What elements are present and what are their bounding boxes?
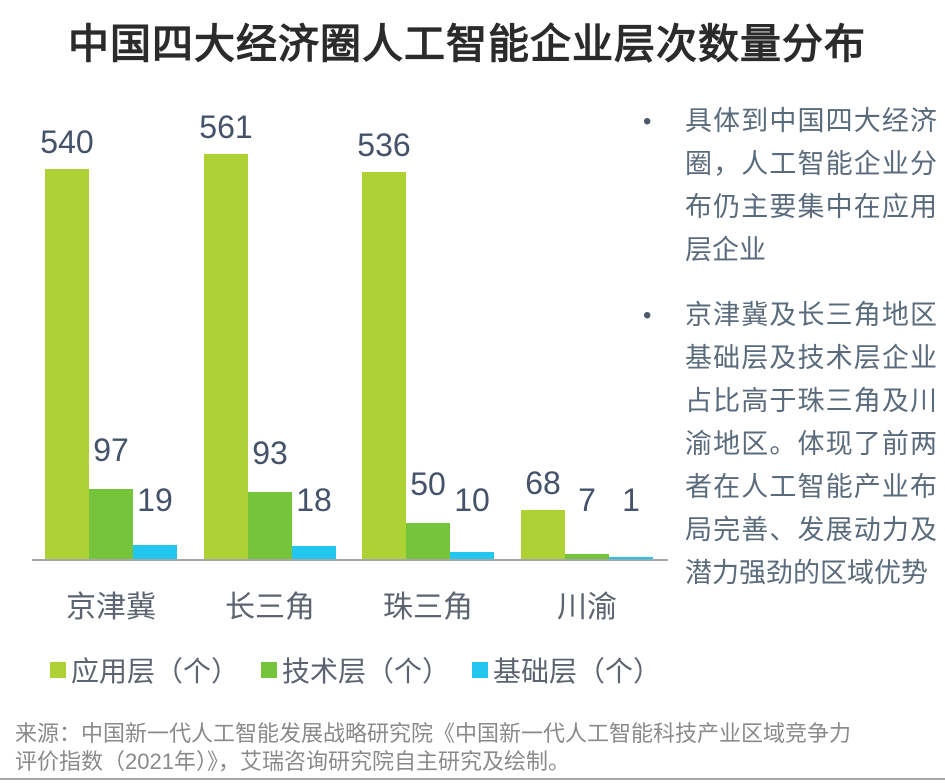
legend-item-application-layer: 应用层（个） — [50, 650, 239, 690]
bar-g0-s2 — [133, 545, 177, 559]
bar-value-label: 18 — [296, 482, 332, 518]
legend-item-technology-layer: 技术层（个） — [261, 650, 450, 690]
bar-g3-s2 — [609, 557, 653, 559]
category-label-changsanjiao: 长三角 — [225, 591, 315, 624]
bar-g1-s0 — [204, 154, 248, 559]
bar-g0-s0 — [45, 169, 89, 559]
category-label-zhusanjiao: 珠三角 — [383, 591, 473, 624]
insight-item: • 具体到中国四大经济圈，人工智能企业分布仍主要集中在应用层企业 — [643, 100, 943, 272]
bar-value-label: 1 — [622, 482, 640, 518]
legend-swatch-icon — [50, 662, 66, 678]
bar-g3-s1 — [565, 554, 609, 559]
category-label-jingjinji: 京津冀 — [66, 591, 156, 624]
bar-value-label: 93 — [252, 435, 288, 471]
bar-g2-s1 — [406, 523, 450, 559]
source-line-1: 来源：中国新一代人工智能发展战略研究院《中国新一代人工智能科技产业区域竞争力 — [15, 721, 852, 746]
bar-g3-s0 — [521, 510, 565, 559]
bar-g0-s1 — [89, 489, 133, 559]
bar-g2-s2 — [450, 552, 494, 559]
bar-g1-s2 — [292, 546, 336, 559]
insight-text: 京津冀及长三角地区基础层及技术层企业占比高于珠三角及川渝地区。体现了前两者在人工… — [685, 300, 937, 588]
legend-label: 技术层（个） — [282, 656, 451, 687]
chart-legend: 应用层（个） 技术层（个） 基础层（个） — [50, 650, 661, 690]
legend-swatch-icon — [472, 662, 489, 678]
bar-plot: 540 561 536 68 97 93 50 7 19 18 10 1 — [0, 109, 670, 561]
x-axis-line — [32, 559, 668, 561]
bar-value-label: 561 — [199, 109, 253, 145]
source-note: 来源：中国新一代人工智能发展战略研究院《中国新一代人工智能科技产业区域竞争力 评… — [15, 720, 851, 776]
legend-label: 应用层（个） — [71, 656, 240, 687]
bar-value-label: 97 — [93, 432, 129, 468]
source-line-2: 评价指数（2021年）》，艾瑞咨询研究院自主研究及绘制。 — [15, 749, 570, 774]
bar-value-label: 19 — [137, 482, 173, 518]
bar-value-label: 10 — [454, 482, 490, 518]
category-label-chuanyu: 川渝 — [557, 591, 617, 624]
bar-g2-s0 — [362, 172, 406, 559]
legend-swatch-icon — [261, 662, 278, 678]
insight-item: • 京津冀及长三角地区基础层及技术层企业占比高于珠三角及川渝地区。体现了前两者在… — [643, 294, 943, 595]
bar-g1-s1 — [248, 492, 292, 559]
insight-text: 具体到中国四大经济圈，人工智能企业分布仍主要集中在应用层企业 — [685, 106, 937, 265]
bar-value-label: 7 — [578, 482, 596, 518]
bullet-icon: • — [643, 108, 652, 135]
legend-label: 基础层（个） — [493, 656, 662, 687]
chart-title: 中国四大经济圈人工智能企业层次数量分布 — [68, 21, 866, 67]
bar-value-label: 50 — [410, 466, 446, 502]
bottom-divider — [0, 778, 945, 780]
insights-panel: • 具体到中国四大经济圈，人工智能企业分布仍主要集中在应用层企业 • 京津冀及长… — [643, 100, 943, 595]
bar-value-label: 540 — [40, 124, 94, 160]
bar-value-label: 536 — [357, 127, 411, 163]
legend-item-base-layer: 基础层（个） — [472, 650, 661, 690]
bar-value-label: 68 — [525, 465, 561, 501]
bullet-icon: • — [643, 302, 652, 329]
